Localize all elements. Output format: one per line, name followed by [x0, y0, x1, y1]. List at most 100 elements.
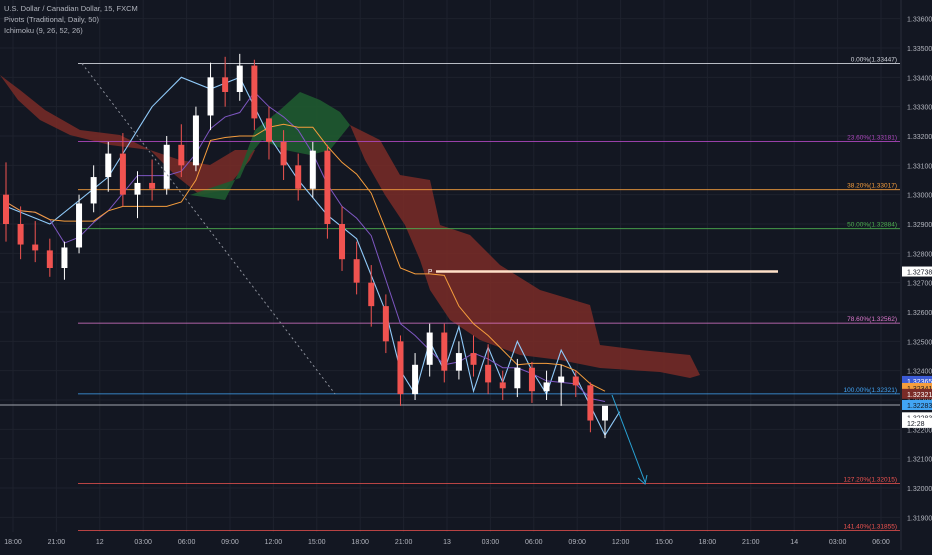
candle-body	[543, 382, 550, 392]
y-tick-label: 1.32800	[907, 251, 932, 258]
x-tick-label: 18:00	[4, 539, 22, 546]
fib-level-label: 0.00%(1.33447)	[851, 57, 897, 64]
x-tick-label: 15:00	[655, 539, 673, 546]
candle-body	[324, 150, 331, 224]
price-badge-label: 1.32321	[907, 392, 932, 399]
candle-body	[397, 341, 404, 395]
price-badge-bg	[902, 375, 932, 386]
y-tick-label: 1.32000	[907, 486, 932, 493]
time-axis[interactable]: 18:00 21:00 12 03:00 06:00 09:00 12:00 15:00 18:…	[4, 539, 890, 546]
y-tick-label: 1.32200	[907, 427, 932, 434]
candle-body	[295, 165, 302, 189]
symbol-title[interactable]: U.S. Dollar / Canadian Dollar, 15, FXCM	[4, 4, 138, 13]
candle-body	[178, 144, 185, 166]
candle-body	[558, 376, 565, 383]
fib-level-label: 141.40%(1.31855)	[844, 524, 898, 531]
x-tick-label: 03:00	[829, 539, 847, 546]
x-tick-label: 09:00	[221, 539, 239, 546]
candle-body	[514, 367, 521, 389]
fib-level-label: 23.60%(1.33181)	[847, 135, 897, 142]
candle-body	[602, 405, 608, 421]
chart-legend: U.S. Dollar / Canadian Dollar, 15, FXCM …	[4, 3, 138, 36]
indicator-lines	[5, 76, 621, 437]
x-tick-label: 03:00	[482, 539, 500, 546]
y-tick-label: 1.32400	[907, 369, 932, 376]
price-badge-label: 1.32738	[907, 270, 932, 277]
price-badge-label: 1.32283	[907, 403, 932, 410]
candle-body	[485, 364, 492, 383]
x-tick-label: 18:00	[699, 539, 717, 546]
fib-level-label: 78.60%(1.32562)	[847, 316, 897, 323]
pivot-p-label: P	[428, 269, 432, 276]
candle-body	[587, 385, 594, 421]
y-tick-label: 1.33500	[907, 46, 932, 53]
fib-level-label: 50.00%(1.32884)	[847, 222, 897, 229]
pivots-indicator-label[interactable]: Pivots (Traditional, Daily, 50)	[4, 15, 100, 24]
x-tick-label: 12	[96, 539, 104, 546]
x-tick-label: 06:00	[178, 539, 196, 546]
fib-level-label: 38.20%(1.33017)	[847, 183, 897, 190]
price-badge-bg	[902, 417, 932, 428]
candle-body	[134, 182, 141, 195]
price-badge-bg	[902, 382, 932, 393]
x-tick-label: 21:00	[48, 539, 66, 546]
overlays	[81, 63, 648, 485]
x-tick-label: 09:00	[568, 539, 586, 546]
projection-arrow-line	[611, 394, 646, 483]
candle-body	[46, 250, 53, 268]
candles	[3, 53, 608, 439]
candle-body	[236, 65, 243, 92]
y-tick-label: 1.32900	[907, 222, 932, 229]
price-axis[interactable]: 1.33600 1.33500 1.33400 1.33300 1.33200 1.331…	[900, 0, 932, 550]
candle-body	[222, 77, 229, 92]
candle-body	[499, 382, 506, 389]
y-tick-label: 1.32600	[907, 310, 932, 317]
x-tick-label: 18:00	[351, 539, 369, 546]
candle-body	[412, 364, 419, 395]
fibonacci-levels: 0.00%(1.33447) 23.60%(1.33181) 38.20%(1.33…	[0, 57, 900, 531]
trend-dashed-line	[81, 63, 336, 395]
candle-body	[149, 182, 156, 189]
candle-body	[368, 282, 375, 307]
candle-body	[76, 203, 83, 248]
candle-body	[339, 224, 346, 260]
bear-cloud-right	[350, 125, 700, 378]
candle-body	[192, 115, 199, 166]
price-badge-bg	[902, 266, 932, 277]
candle-body	[61, 247, 68, 268]
bear-cloud-left	[0, 75, 255, 195]
y-tick-label: 1.33100	[907, 163, 932, 170]
fib-level-label: 127.20%(1.32015)	[844, 477, 898, 484]
candle-body	[455, 353, 462, 371]
x-tick-label: 21:00	[742, 539, 760, 546]
price-badge-label: 1.32365	[907, 379, 932, 386]
candle-body	[17, 224, 24, 245]
candle-body	[382, 306, 389, 342]
price-badge-bg	[902, 399, 932, 410]
x-tick-label: 06:00	[872, 539, 890, 546]
candle-body	[119, 153, 126, 195]
candle-body	[280, 141, 287, 166]
candle-body	[441, 332, 448, 371]
candle-body	[528, 367, 535, 392]
y-tick-label: 1.33200	[907, 134, 932, 141]
candle-body	[572, 376, 579, 386]
x-tick-label: 13	[443, 539, 451, 546]
pivot-line: P	[428, 269, 778, 276]
y-tick-label: 1.33400	[907, 75, 932, 82]
grid-lines	[0, 0, 900, 532]
price-badge-bg	[902, 388, 932, 399]
y-tick-label: 1.33300	[907, 105, 932, 112]
candle-body	[105, 153, 112, 178]
ichimoku-indicator-label[interactable]: Ichimoku (9, 26, 52, 26)	[4, 26, 83, 35]
projection-arrow-head	[637, 474, 648, 485]
x-tick-label: 06:00	[525, 539, 543, 546]
y-tick-label: 1.32500	[907, 339, 932, 346]
x-tick-label: 15:00	[308, 539, 326, 546]
y-tick-label: 1.32700	[907, 281, 932, 288]
candle-body	[3, 194, 9, 224]
candle-body	[163, 144, 170, 189]
candle-body	[32, 244, 39, 251]
